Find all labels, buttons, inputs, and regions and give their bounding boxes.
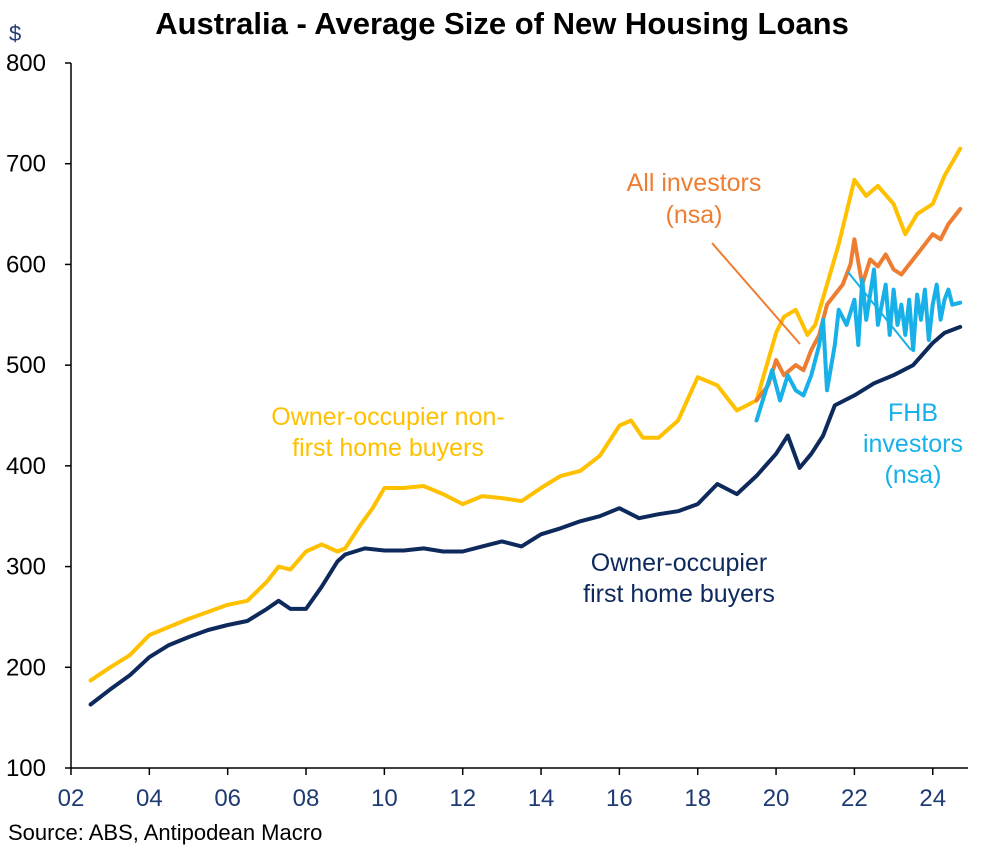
x-tick-label: 08 — [293, 785, 320, 812]
annotation-line: (nsa) — [666, 201, 723, 229]
series-owner-occupier-fhb — [88, 324, 963, 707]
series-all-investors — [754, 207, 963, 403]
x-ticks: 02 04 06 08 10 12 14 16 18 20 22 24 — [58, 768, 946, 812]
annotation-fhb: Owner-occupier first home buyers — [583, 549, 775, 608]
y-tick-label: 300 — [6, 554, 46, 581]
x-tick-label: 14 — [528, 785, 555, 812]
investors-leader-line — [711, 242, 801, 345]
annotation-nonfhb: Owner-occupier non-first home buyers — [271, 403, 504, 462]
series-fhb-investors — [754, 267, 963, 423]
y-tick-label: 400 — [6, 453, 46, 480]
annotation-line: investors — [863, 430, 963, 458]
series-lines — [88, 146, 963, 707]
chart-title: Australia - Average Size of New Housing … — [155, 6, 849, 41]
y-ticks: 100 200 300 400 500 600 700 800 — [6, 50, 71, 782]
fhb-investors-leader-line — [847, 271, 912, 351]
y-tick-label: 200 — [6, 654, 46, 681]
y-tick-label: 500 — [6, 352, 46, 379]
x-tick-label: 06 — [214, 785, 241, 812]
series-owner-occupier-non-fhb — [88, 146, 963, 683]
y-tick-label: 600 — [6, 251, 46, 278]
x-tick-label: 04 — [136, 785, 163, 812]
annotation-line: (nsa) — [885, 461, 942, 489]
annotations: Owner-occupier non-first home buyersOwne… — [271, 169, 963, 608]
y-axis-unit: $ — [9, 21, 21, 46]
y-tick-label: 700 — [6, 151, 46, 178]
annotation-line: first home buyers — [292, 434, 484, 462]
x-tick-label: 18 — [684, 785, 711, 812]
y-tick-label: 800 — [6, 50, 46, 77]
x-tick-label: 20 — [763, 785, 790, 812]
x-tick-label: 16 — [606, 785, 633, 812]
annotation-line: All investors — [627, 169, 762, 197]
annotation-line: first home buyers — [583, 580, 775, 608]
axes — [70, 63, 968, 769]
annotation-inv: All investors (nsa) — [627, 169, 762, 229]
y-tick-label: 100 — [6, 755, 46, 782]
annotation-line: FHB — [888, 399, 938, 427]
source-note: Source: ABS, Antipodean Macro — [8, 820, 322, 845]
annotation-line: Owner-occupier non- — [271, 403, 504, 431]
annotation-line: Owner-occupier — [591, 549, 767, 577]
x-tick-label: 12 — [449, 785, 476, 812]
annotation-fhbinv: FHB investors (nsa) — [863, 399, 963, 489]
x-tick-label: 22 — [841, 785, 868, 812]
x-tick-label: 10 — [371, 785, 398, 812]
x-tick-label: 02 — [58, 785, 85, 812]
x-tick-label: 24 — [919, 785, 946, 812]
